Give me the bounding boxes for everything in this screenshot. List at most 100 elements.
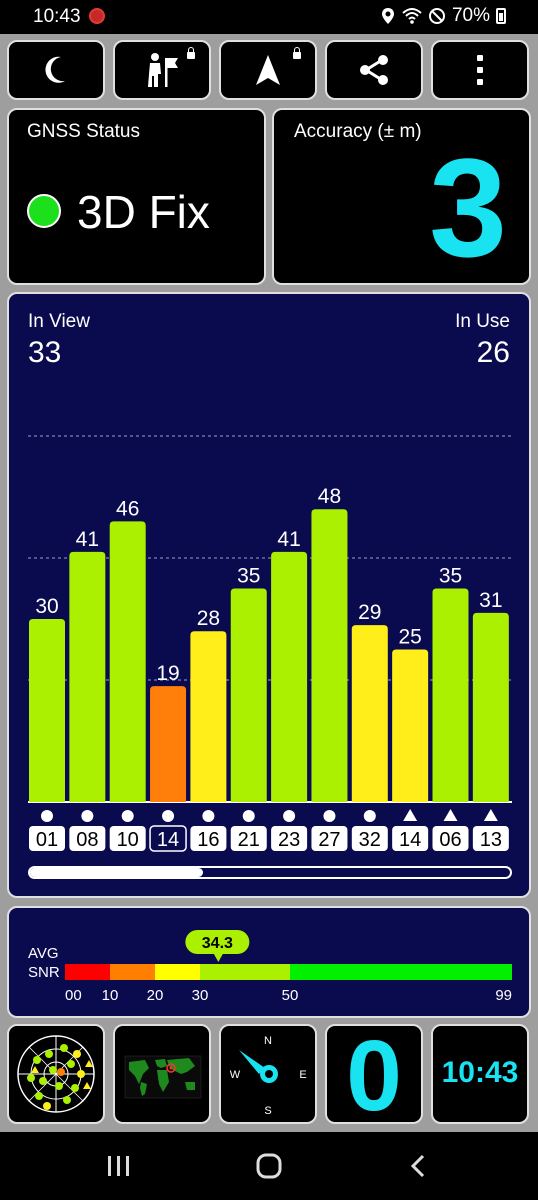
snr-bar[interactable] — [69, 551, 106, 802]
snr-scale-segment — [110, 964, 155, 980]
prn-badge[interactable] — [230, 826, 267, 851]
clock-button[interactable]: 10:43 — [431, 1024, 529, 1124]
prn-label: 23 — [278, 829, 300, 851]
snr-bar[interactable] — [392, 649, 429, 803]
prn-label: 08 — [76, 829, 98, 851]
clock-value: 10:43 — [441, 1056, 519, 1089]
back-icon[interactable] — [408, 1154, 430, 1178]
compass-icon: N S W E — [230, 1035, 307, 1117]
snr-bar[interactable] — [432, 588, 469, 803]
accuracy-title: Accuracy (± m) — [294, 121, 422, 142]
snr-bar[interactable] — [271, 551, 308, 802]
navigation-bar — [0, 1132, 538, 1200]
home-icon[interactable] — [255, 1153, 283, 1179]
gps-marker-icon — [162, 810, 175, 822]
snr-scale-segment — [155, 964, 200, 980]
more-menu-button[interactable] — [431, 40, 529, 100]
hiker-flag-icon — [148, 53, 178, 87]
gps-marker-icon — [363, 810, 376, 822]
snr-scale-segment — [200, 964, 290, 980]
app-area: GNSS Status 3D Fix Accuracy (± m) 3 In V… — [0, 34, 538, 1132]
world-map-button[interactable] — [113, 1024, 211, 1124]
snr-tick-label: 10 — [102, 987, 119, 1004]
snr-value-label: 35 — [439, 565, 462, 588]
sky-view-icon — [17, 1035, 95, 1113]
share-button[interactable] — [325, 40, 423, 100]
snr-value-label: 28 — [197, 607, 220, 630]
speed-value: 0 — [346, 1024, 402, 1124]
gps-marker-icon — [242, 810, 255, 822]
avg-snr-value: 34.3 — [202, 935, 233, 952]
satellites-panel[interactable]: In View 33 In Use 26 30 01 41 08 46 10 19 14 28 1… — [7, 292, 531, 898]
prn-label: 27 — [318, 829, 340, 851]
compass-east: E — [299, 1069, 306, 1081]
snr-value-label: 19 — [156, 662, 179, 685]
gnss-status-title: GNSS Status — [27, 121, 140, 142]
prn-label: 14 — [157, 829, 179, 851]
accuracy-panel[interactable]: Accuracy (± m) 3 — [272, 108, 531, 285]
recent-apps-icon[interactable] — [106, 1154, 132, 1178]
in-use-label: In Use — [455, 311, 510, 332]
scrollbar-thumb[interactable] — [30, 868, 203, 877]
prn-badge[interactable] — [351, 826, 388, 851]
snr-bar[interactable] — [29, 619, 65, 802]
avg-snr-pointer — [213, 953, 224, 962]
sbas-marker-icon — [443, 809, 458, 821]
sbas-marker-icon — [483, 809, 498, 821]
prn-badge[interactable] — [190, 826, 227, 851]
prn-label: 13 — [480, 829, 502, 851]
prn-badge[interactable] — [432, 826, 469, 851]
compass-north: N — [264, 1035, 272, 1047]
snr-bar[interactable] — [150, 686, 187, 802]
navigation-arrow-icon — [256, 55, 280, 85]
compass-button[interactable]: N S W E — [219, 1024, 317, 1124]
snr-bar[interactable] — [190, 631, 227, 802]
gps-marker-icon — [283, 810, 296, 822]
gps-marker-icon — [41, 810, 53, 822]
snr-label: SNR — [28, 964, 60, 981]
navigation-button[interactable] — [219, 40, 317, 100]
battery-icon — [496, 8, 506, 24]
location-icon — [381, 8, 394, 24]
snr-value-label: 35 — [237, 565, 260, 588]
prn-badge[interactable] — [271, 826, 308, 851]
snr-bar[interactable] — [109, 521, 146, 802]
sky-view-button[interactable] — [7, 1024, 105, 1124]
snr-tick-label: 00 — [65, 987, 82, 1004]
activity-button[interactable] — [113, 40, 211, 100]
snr-bar[interactable] — [472, 612, 509, 802]
prn-badge[interactable] — [311, 826, 348, 851]
satellite-scrollbar[interactable] — [28, 866, 512, 879]
compass-west: W — [230, 1069, 241, 1081]
status-icons: 70% — [380, 5, 506, 27]
battery-percent: 70% — [451, 5, 490, 26]
prn-badge[interactable] — [69, 826, 106, 851]
world-map-icon — [124, 1055, 202, 1099]
snr-bar[interactable] — [230, 588, 267, 803]
avg-snr-bubble — [185, 930, 250, 954]
avg-snr-panel[interactable]: AVG SNR 00 10 20 30 50 99 34.3 — [7, 906, 531, 1018]
snr-value-label: 29 — [358, 601, 381, 624]
speed-button[interactable]: 0 — [325, 1024, 423, 1124]
sbas-marker-icon — [403, 809, 418, 821]
prn-badge[interactable] — [29, 826, 65, 851]
snr-bar[interactable] — [351, 625, 388, 802]
snr-value-label: 46 — [116, 497, 139, 520]
app-notification-icon — [89, 8, 105, 24]
status-bar: 10:43 70% — [0, 0, 538, 34]
prn-label: 01 — [36, 829, 58, 851]
snr-bar[interactable] — [311, 509, 348, 802]
prn-label: 14 — [399, 829, 421, 851]
prn-badge[interactable] — [109, 826, 146, 851]
in-view-label: In View — [28, 311, 90, 332]
gps-marker-icon — [202, 810, 215, 822]
lock-icon — [187, 47, 195, 59]
gps-marker-icon — [81, 810, 94, 822]
prn-label: 10 — [117, 829, 139, 851]
prn-badge[interactable] — [149, 825, 187, 852]
prn-badge[interactable] — [392, 826, 429, 851]
gnss-status-panel[interactable]: GNSS Status 3D Fix — [7, 108, 266, 285]
snr-tick-label: 30 — [192, 987, 209, 1004]
night-mode-button[interactable] — [7, 40, 105, 100]
prn-badge[interactable] — [472, 826, 509, 851]
